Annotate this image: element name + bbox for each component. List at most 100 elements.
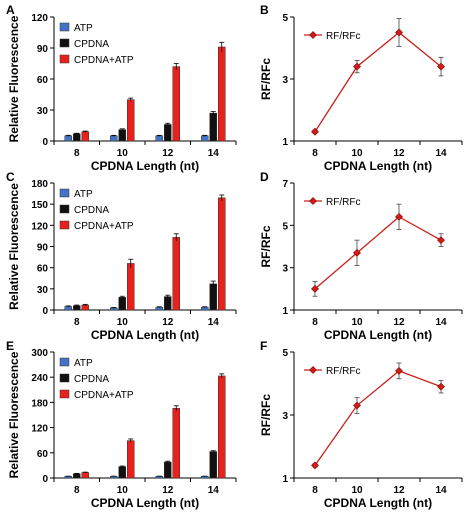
legend-label: ATP (74, 358, 93, 369)
y-axis-title: Relative Fluorescence (7, 15, 21, 142)
bar-cpdna-atp (218, 46, 226, 142)
bar-cpdna-atp (218, 197, 226, 311)
x-tick-label: 14 (435, 485, 447, 496)
legend-label: CPDNA (74, 374, 109, 385)
legend-swatch (59, 389, 70, 399)
y-tick-label: 1 (282, 306, 288, 317)
x-tick-label: 10 (117, 148, 129, 159)
y-tick-label: 60 (37, 264, 49, 275)
x-tick-label: 8 (74, 317, 80, 328)
data-point (437, 62, 445, 71)
y-tick-label: 60 (37, 75, 49, 86)
y-tick-label: 1 (282, 474, 288, 485)
panel-label: D (260, 170, 269, 184)
bar-atp (155, 476, 163, 479)
legend-swatch (59, 188, 70, 198)
series-line (314, 31, 442, 133)
y-tick-label: 180 (31, 398, 48, 409)
x-tick-label: 14 (435, 148, 447, 159)
y-tick-label: 3 (282, 411, 288, 422)
bar-atp (110, 135, 118, 142)
x-tick-label: 12 (393, 148, 405, 159)
data-point (395, 366, 403, 375)
y-tick-label: 5 (282, 13, 288, 24)
legend-swatch (59, 38, 70, 48)
x-axis-title: CPDNA Length (nt) (91, 328, 199, 342)
x-tick-label: 12 (393, 485, 405, 496)
panel-label: F (260, 339, 267, 353)
panel-label: E (6, 339, 14, 353)
panel-label: B (260, 3, 269, 17)
y-axis-title: Relative Fluorescence (7, 351, 21, 478)
bar-atp (110, 476, 118, 479)
legend-swatch (59, 220, 70, 230)
y-tick-label: 0 (42, 306, 48, 317)
series-line (314, 216, 442, 290)
legend-label: CPDNA+ATP (74, 221, 134, 232)
bar-cpdna-atp (218, 375, 226, 479)
y-tick-label: 120 (31, 221, 48, 232)
y-tick-label: 3 (282, 264, 288, 275)
bar-cpdna (118, 297, 126, 311)
bar-cpdna (209, 112, 217, 142)
panel-label: C (6, 170, 15, 184)
bar-cpdna (164, 461, 172, 479)
x-axis-title: CPDNA Length (nt) (91, 159, 199, 173)
legend-label: ATP (74, 23, 93, 34)
x-axis-title: CPDNA Length (nt) (324, 328, 432, 342)
legend-marker (309, 197, 317, 205)
x-tick-label: 8 (312, 317, 318, 328)
legend-label: RF/RFc (326, 31, 360, 42)
legend-label: RF/RFc (326, 197, 360, 208)
bar-cpdna (73, 473, 81, 479)
bar-cpdna-atp (127, 440, 135, 479)
data-point (437, 236, 445, 245)
y-tick-label: 0 (42, 474, 48, 485)
x-tick-label: 10 (117, 485, 129, 496)
legend-marker (309, 31, 317, 39)
y-tick-label: 150 (31, 200, 48, 211)
legend-label: RF/RFc (326, 366, 360, 377)
y-tick-label: 30 (37, 106, 49, 117)
x-tick-label: 10 (117, 317, 129, 328)
bar-cpdna (118, 129, 126, 142)
legend-label: ATP (74, 189, 93, 200)
data-point (311, 284, 319, 293)
y-tick-label: 0 (42, 137, 48, 148)
x-tick-label: 8 (312, 485, 318, 496)
y-axis-title: Relative Fluorescence (7, 183, 21, 310)
y-tick-label: 240 (31, 373, 48, 384)
x-tick-label: 8 (74, 485, 80, 496)
legend-label: CPDNA (74, 39, 109, 50)
x-tick-label: 8 (312, 148, 318, 159)
y-tick-label: 300 (31, 348, 48, 359)
x-tick-label: 12 (162, 148, 174, 159)
bar-cpdna (118, 466, 126, 479)
x-tick-label: 12 (393, 317, 405, 328)
bar-cpdna-atp (127, 99, 135, 142)
panel-a: A 0 30 60 90 120 8 10 12 14 CPDNA Length (nt) Relat… (6, 3, 237, 173)
bar-cpdna (209, 283, 217, 311)
data-point (353, 248, 361, 257)
data-point (395, 212, 403, 221)
y-tick-label: 3 (282, 75, 288, 86)
bar-atp (155, 135, 163, 142)
y-tick-label: 1 (282, 137, 288, 148)
series-line (314, 370, 442, 466)
y-tick-label: 120 (31, 13, 48, 24)
y-tick-label: 60 (37, 449, 49, 460)
x-tick-label: 10 (351, 148, 363, 159)
x-axis-title: CPDNA Length (nt) (324, 496, 432, 510)
bar-cpdna-atp (172, 237, 180, 311)
y-tick-label: 5 (282, 221, 288, 232)
y-tick-label: 180 (31, 179, 48, 190)
bar-atp (201, 135, 209, 142)
bar-cpdna-atp (127, 263, 135, 311)
legend-swatch (59, 54, 70, 64)
data-point (311, 127, 319, 136)
bar-cpdna-atp (81, 131, 89, 142)
